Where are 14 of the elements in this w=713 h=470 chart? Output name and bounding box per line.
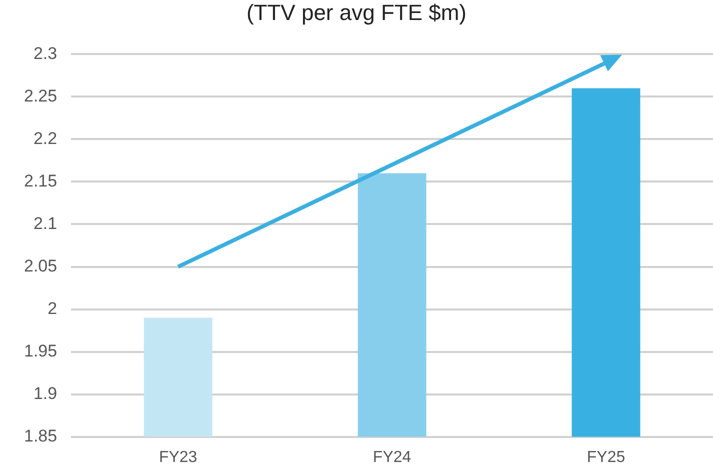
y-tick-label: 1.95	[24, 341, 58, 360]
x-tick-label: FY24	[372, 448, 412, 466]
x-tick-label: FY25	[586, 448, 626, 466]
y-tick-label: 2.1	[33, 214, 58, 233]
y-tick-label: 2.2	[33, 128, 58, 148]
y-tick-label: 2.15	[24, 171, 58, 190]
x-tick-label: FY23	[158, 448, 198, 466]
y-tick-label: 2.3	[33, 44, 58, 63]
chart-title: (TTV per avg FTE $m)	[245, 0, 468, 26]
y-tick-label: 2.05	[24, 256, 58, 276]
y-tick-label: 1.9	[33, 384, 58, 403]
y-tick-label: 2.25	[24, 86, 58, 106]
y-tick-label: 1.85	[24, 426, 58, 446]
y-tick-label: 2	[48, 298, 58, 318]
